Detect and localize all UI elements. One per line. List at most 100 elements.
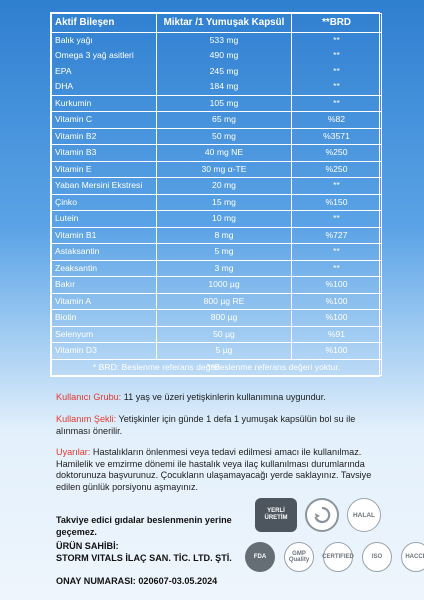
cell-brd: %100 xyxy=(291,309,382,327)
cell-amount: 3 mg xyxy=(156,259,292,277)
user-group: Kullanıcı Grubu: 11 yaş ve üzeri yetişki… xyxy=(56,392,376,404)
cell-amount: 800 µg xyxy=(156,309,292,327)
user-group-label: Kullanıcı Grubu: xyxy=(56,392,122,402)
gmp-badge: GMP Quality xyxy=(284,542,314,572)
table-row: Lutein 10 mg ** xyxy=(51,210,382,228)
cell-brd: ** xyxy=(291,177,382,195)
cell-ingredient: Vitamin D3 xyxy=(51,342,157,360)
cell-brd: %100 xyxy=(291,276,382,294)
table-row: Vitamin B3 40 mg NE %250 xyxy=(51,144,382,162)
table-row: Bakır 1000 µg %100 xyxy=(51,276,382,294)
cell-amount: 10 mg xyxy=(156,210,292,228)
cell-amount: 1000 µg xyxy=(156,276,292,294)
table-row: Zeaksantin 3 mg ** xyxy=(51,259,382,277)
cell-brd: %150 xyxy=(291,193,382,211)
header-amount: Miktar /1 Yumuşak Kapsül xyxy=(156,13,292,33)
cell-amount: 50 µg xyxy=(156,325,292,343)
table-row: Astaksantin 5 mg ** xyxy=(51,243,382,261)
cell-ingredient: Kurkumin xyxy=(51,94,157,112)
cell-ingredient: Vitamin A xyxy=(51,292,157,310)
table-row: EPA 245 mg ** xyxy=(51,63,382,79)
certified-badge: CERTIFIED xyxy=(322,542,354,572)
footnote-no-brd: **Beslenme referans değeri yoktur. xyxy=(207,361,341,372)
cell-brd: ** xyxy=(291,259,382,277)
cell-brd: ** xyxy=(291,79,382,96)
halal-badge: HALAL xyxy=(347,498,381,532)
cell-amount: 50 mg xyxy=(156,127,292,145)
footnote-brd: * BRD: Beslenme referans değeri xyxy=(92,361,220,372)
cell-amount: 40 mg NE xyxy=(156,144,292,162)
cell-amount: 65 mg xyxy=(156,111,292,129)
cell-amount: 15 mg xyxy=(156,193,292,211)
iso-badge: ISO xyxy=(362,542,392,572)
table-row: Çinko 15 mg %150 xyxy=(51,193,382,211)
table-row: Kurkumin 105 mg ** xyxy=(51,94,382,112)
cell-ingredient: DHA xyxy=(51,79,157,96)
ingredients-table: Aktif Bileşen Miktar /1 Yumuşak Kapsül *… xyxy=(50,12,382,377)
recycle-icon xyxy=(305,498,339,532)
cell-ingredient: Astaksantin xyxy=(51,243,157,261)
cell-brd: ** xyxy=(291,63,382,79)
cell-amount: 8 mg xyxy=(156,226,292,244)
cell-ingredient: EPA xyxy=(51,63,157,79)
cell-ingredient: Vitamin B2 xyxy=(51,127,157,145)
fda-badge: FDA xyxy=(245,542,275,572)
usage-text: Yetişkinler için günde 1 defa 1 yumuşak … xyxy=(56,414,356,436)
table-row: Vitamin A 800 µg RE %100 xyxy=(51,292,382,310)
cell-ingredient: Çinko xyxy=(51,193,157,211)
table-row: Vitamin D3 5 µg %100 xyxy=(51,342,382,360)
cell-ingredient: Bakır xyxy=(51,276,157,294)
supplement-note: Takviye edici gıdalar beslenmenin yerine… xyxy=(56,515,232,537)
cell-brd: %3571 xyxy=(291,127,382,145)
cell-ingredient: Vitamin C xyxy=(51,111,157,129)
cell-brd: ** xyxy=(291,210,382,228)
table-row: Biotin 800 µg %100 xyxy=(51,309,382,327)
cell-brd: %91 xyxy=(291,325,382,343)
table-row: Vitamin B2 50 mg %3571 xyxy=(51,127,382,145)
usage: Kullanım Şekli: Yetişkinler için günde 1… xyxy=(56,414,376,437)
cell-ingredient: Yaban Mersini Ekstresi xyxy=(51,177,157,195)
cell-ingredient: Vitamin B3 xyxy=(51,144,157,162)
cell-amount: 30 mg α-TE xyxy=(156,160,292,178)
table-row: Vitamin B1 8 mg %727 xyxy=(51,226,382,244)
cell-ingredient: Vitamin E xyxy=(51,160,157,178)
cell-amount: 490 mg xyxy=(156,48,292,64)
warnings-text: Hastalıkların önlenmesi veya tedavi edil… xyxy=(56,447,372,492)
table-row: Vitamin C 65 mg %82 xyxy=(51,111,382,129)
cell-brd: ** xyxy=(291,94,382,112)
warnings-label: Uyarılar: xyxy=(56,447,91,457)
table-row: Selenyum 50 µg %91 xyxy=(51,325,382,343)
cell-amount: 800 µg RE xyxy=(156,292,292,310)
cell-brd: %100 xyxy=(291,292,382,310)
cell-amount: 245 mg xyxy=(156,63,292,79)
cell-amount: 20 mg xyxy=(156,177,292,195)
cell-amount: 533 mg xyxy=(156,31,292,48)
cell-ingredient: Balık yağı xyxy=(51,31,157,48)
cert-badges: FDA GMP Quality CERTIFIED ISO HACCP xyxy=(245,542,424,572)
cell-ingredient: Omega 3 yağ asitleri xyxy=(51,48,157,64)
cell-amount: 5 mg xyxy=(156,243,292,261)
cell-brd: %100 xyxy=(291,342,382,360)
cell-ingredient: Vitamin B1 xyxy=(51,226,157,244)
approval-number: ONAY NUMARASI: 020607-03.05.2024 xyxy=(56,576,218,586)
owner-name: STORM VITALS İLAÇ SAN. TİC. LTD. ŞTİ. xyxy=(56,553,232,563)
cell-ingredient: Lutein xyxy=(51,210,157,228)
cell-brd: %250 xyxy=(291,144,382,162)
usage-label: Kullanım Şekli: xyxy=(56,414,117,424)
table-row: DHA 184 mg ** xyxy=(51,79,382,96)
cell-ingredient: Selenyum xyxy=(51,325,157,343)
owner-label: ÜRÜN SAHİBİ: xyxy=(56,541,119,551)
top-badges: YERLİ ÜRETİM HALAL xyxy=(255,498,381,532)
cell-brd: %250 xyxy=(291,160,382,178)
table-row: Omega 3 yağ asitleri 490 mg ** xyxy=(51,48,382,64)
cell-amount: 105 mg xyxy=(156,94,292,112)
table-footnote: * BRD: Beslenme referans değeri **Beslen… xyxy=(51,358,382,376)
cell-brd: ** xyxy=(291,31,382,48)
cell-brd: ** xyxy=(291,243,382,261)
cell-brd: ** xyxy=(291,48,382,64)
table-row: Yaban Mersini Ekstresi 20 mg ** xyxy=(51,177,382,195)
user-group-text: 11 yaş ve üzeri yetişkinlerin kullanımın… xyxy=(121,392,326,402)
haccp-badge: HACCP xyxy=(401,542,424,572)
cell-brd: %82 xyxy=(291,111,382,129)
cell-ingredient: Biotin xyxy=(51,309,157,327)
